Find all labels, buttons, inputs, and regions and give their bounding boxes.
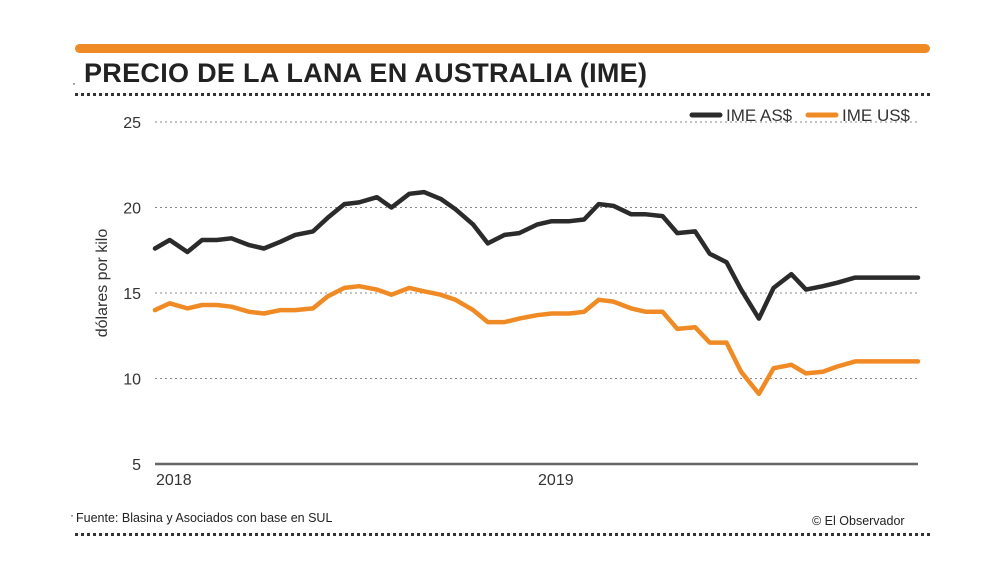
- series-lines: [152, 189, 921, 397]
- y-tick-label: 20: [123, 201, 141, 218]
- title-bullet: ·: [72, 76, 76, 90]
- title-divider: [75, 93, 930, 96]
- footer-divider: [75, 533, 930, 536]
- x-tick-label: 2019: [538, 472, 574, 489]
- y-tick-label: 25: [123, 115, 141, 132]
- series-line: [152, 189, 921, 321]
- legend-label: IME AS$: [726, 106, 793, 125]
- y-tick-label: 15: [123, 286, 141, 303]
- y-axis-ticks: 5 10 15 20 25: [123, 115, 141, 474]
- y-axis-label: dólares por kilo: [94, 229, 111, 338]
- top-accent-bar: [75, 44, 930, 53]
- y-tick-label: 5: [132, 457, 141, 474]
- y-tick-label: 10: [123, 372, 141, 389]
- grid-lines: [155, 121, 918, 466]
- chart-title: PRECIO DE LA LANA EN AUSTRALIA (IME): [84, 58, 648, 88]
- source-note: Fuente: Blasina y Asociados con base en …: [76, 511, 333, 525]
- x-tick-label: 2018: [156, 472, 192, 489]
- legend-label: IME US$: [842, 106, 911, 125]
- x-axis-ticks: 2018 2019: [156, 472, 574, 489]
- source-bullet: ·: [70, 508, 74, 522]
- series-line: [152, 283, 921, 397]
- legend: IME AS$ IME US$: [689, 106, 911, 125]
- credit-note: © El Observador: [812, 514, 905, 528]
